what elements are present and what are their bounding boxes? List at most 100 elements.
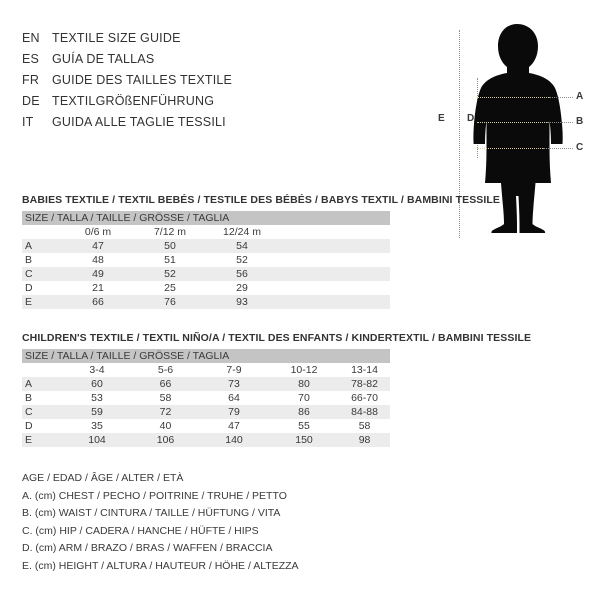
table-row: C 59 72 79 86 84-88	[22, 405, 391, 419]
language-row-es: ES GUÍA DE TALLAS	[22, 52, 282, 73]
babies-size-bar-label: SIZE / TALLA / TAILLE / GRÖSSE / TAGLIA	[22, 211, 391, 225]
babies-row-e-label: E	[22, 295, 62, 309]
children-col-5: 13-14	[339, 363, 391, 377]
legend-row-d-arm: D. (cm) ARM / BRAZO / BRAS / WAFFEN / BR…	[22, 542, 273, 554]
language-code-it: IT	[22, 115, 34, 129]
babies-row-e-v0: 66	[62, 295, 134, 309]
height-guide-line	[459, 30, 460, 238]
children-row-a-v1: 66	[132, 377, 199, 391]
babies-row-b-v2: 52	[206, 253, 278, 267]
babies-row-b-v0: 48	[62, 253, 134, 267]
language-text-es: GUÍA DE TALLAS	[52, 52, 155, 66]
babies-size-section: BABIES TEXTILE / TEXTIL BEBÉS / TESTILE …	[22, 194, 501, 309]
babies-row-a-v0: 47	[62, 239, 134, 253]
babies-row-a-label: A	[22, 239, 62, 253]
children-row-d-v4: 58	[339, 419, 391, 433]
legend-row-b-waist: B. (cm) WAIST / CINTURA / TAILLE / HÜFTU…	[22, 507, 281, 519]
babies-col-spacer	[278, 225, 391, 239]
children-row-c-label: C	[22, 405, 62, 419]
table-row: C 49 52 56	[22, 267, 391, 281]
children-size-bar-label: SIZE / TALLA / TAILLE / GRÖSSE / TAGLIA	[22, 349, 391, 363]
children-row-c-v3: 86	[269, 405, 339, 419]
language-row-de: DE TEXTILGRÖßENFÜHRUNG	[22, 94, 282, 115]
babies-section-title: BABIES TEXTILE / TEXTIL BEBÉS / TESTILE …	[22, 194, 501, 206]
language-row-fr: FR GUIDE DES TAILLES TEXTILE	[22, 73, 282, 94]
language-row-it: IT GUIDA ALLE TAGLIE TESSILI	[22, 115, 282, 136]
babies-column-header-row: 0/6 m 7/12 m 12/24 m	[22, 225, 391, 239]
legend-row-c-hip: C. (cm) HIP / CADERA / HANCHE / HÜFTE / …	[22, 524, 259, 537]
babies-col-2: 7/12 m	[134, 225, 206, 239]
children-row-e-v3: 150	[269, 433, 339, 447]
children-row-b-v0: 53	[62, 391, 132, 405]
chest-leader-line	[549, 97, 573, 98]
babies-row-d-v1: 25	[134, 281, 206, 295]
measurement-figure: E D A B C	[425, 20, 600, 238]
babies-size-bar-row: SIZE / TALLA / TAILLE / GRÖSSE / TAGLIA	[22, 211, 391, 225]
children-section-title: CHILDREN'S TEXTILE / TEXTIL NIÑO/A / TEX…	[22, 332, 532, 344]
legend-row-age: AGE / EDAD / ÂGE / ALTER / ETÀ	[22, 472, 184, 484]
babies-row-d-v0: 21	[62, 281, 134, 295]
table-row: A 60 66 73 80 78-82	[22, 377, 391, 391]
chest-measure-line	[477, 97, 549, 98]
children-row-c-v1: 72	[132, 405, 199, 419]
measure-label-b: B	[576, 116, 584, 127]
language-text-it: GUIDA ALLE TAGLIE TESSILI	[52, 115, 226, 129]
babies-col-1: 0/6 m	[62, 225, 134, 239]
language-row-en: EN TEXTILE SIZE GUIDE	[22, 31, 282, 52]
children-row-d-v2: 47	[199, 419, 269, 433]
waist-measure-line	[477, 122, 547, 123]
babies-row-e-v2: 93	[206, 295, 278, 309]
children-row-a-v0: 60	[62, 377, 132, 391]
children-row-d-v1: 40	[132, 419, 199, 433]
children-row-c-v2: 79	[199, 405, 269, 419]
children-row-a-v3: 80	[269, 377, 339, 391]
language-text-en: TEXTILE SIZE GUIDE	[52, 31, 181, 45]
babies-row-b-label: B	[22, 253, 62, 267]
children-size-section: CHILDREN'S TEXTILE / TEXTIL NIÑO/A / TEX…	[22, 332, 532, 447]
children-row-e-v1: 106	[132, 433, 199, 447]
babies-row-d-v2: 29	[206, 281, 278, 295]
children-row-d-v3: 55	[269, 419, 339, 433]
babies-col-3: 12/24 m	[206, 225, 278, 239]
measure-label-e: E	[438, 113, 445, 124]
table-row: E 66 76 93	[22, 295, 391, 309]
table-row: A 47 50 54	[22, 239, 391, 253]
babies-row-c-v1: 52	[134, 267, 206, 281]
babies-row-b-v1: 51	[134, 253, 206, 267]
children-row-b-v4: 66-70	[339, 391, 391, 405]
children-row-a-v4: 78-82	[339, 377, 391, 391]
children-row-e-label: E	[22, 433, 62, 447]
language-code-es: ES	[22, 52, 40, 66]
children-row-b-label: B	[22, 391, 62, 405]
babies-row-c-label: C	[22, 267, 62, 281]
table-row: B 53 58 64 70 66-70	[22, 391, 391, 405]
table-row: E 104 106 140 150 98	[22, 433, 391, 447]
child-silhouette-icon	[473, 24, 563, 233]
hip-measure-line	[477, 148, 543, 149]
children-row-d-label: D	[22, 419, 62, 433]
language-code-fr: FR	[22, 73, 40, 87]
babies-row-e-v1: 76	[134, 295, 206, 309]
children-row-a-label: A	[22, 377, 62, 391]
children-row-c-v4: 84-88	[339, 405, 391, 419]
children-row-e-v0: 104	[62, 433, 132, 447]
legend-row-a-chest: A. (cm) CHEST / PECHO / POITRINE / TRUHE…	[22, 489, 287, 502]
children-row-a-v2: 73	[199, 377, 269, 391]
babies-row-a-v2: 54	[206, 239, 278, 253]
children-row-b-v1: 58	[132, 391, 199, 405]
children-col-1: 3-4	[62, 363, 132, 377]
language-text-de: TEXTILGRÖßENFÜHRUNG	[52, 94, 215, 108]
babies-row-a-v1: 50	[134, 239, 206, 253]
babies-row-d-label: D	[22, 281, 62, 295]
table-row: B 48 51 52	[22, 253, 391, 267]
language-text-fr: GUIDE DES TAILLES TEXTILE	[52, 73, 233, 87]
children-row-d-v0: 35	[62, 419, 132, 433]
children-size-bar-row: SIZE / TALLA / TAILLE / GRÖSSE / TAGLIA	[22, 349, 391, 363]
children-col-3: 7-9	[199, 363, 269, 377]
measure-label-a: A	[576, 91, 584, 102]
children-size-table: SIZE / TALLA / TAILLE / GRÖSSE / TAGLIA …	[22, 349, 391, 447]
language-code-en: EN	[22, 31, 40, 45]
table-row: D 35 40 47 55 58	[22, 419, 391, 433]
waist-leader-line	[547, 122, 573, 123]
children-column-header-row: 3-4 5-6 7-9 10-12 13-14	[22, 363, 391, 377]
